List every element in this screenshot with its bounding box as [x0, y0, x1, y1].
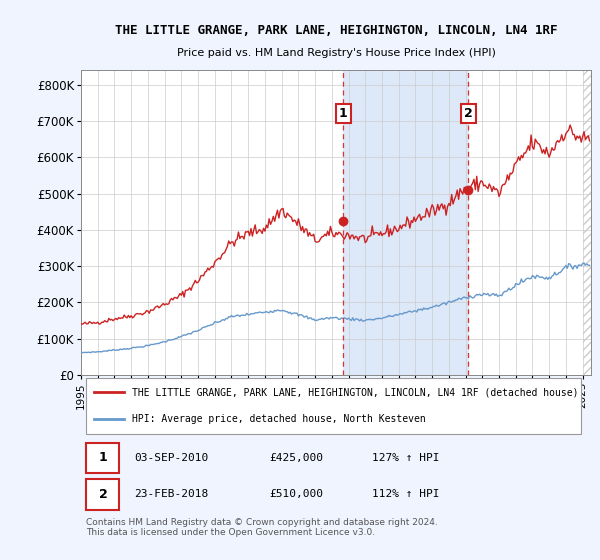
Text: THE LITTLE GRANGE, PARK LANE, HEIGHINGTON, LINCOLN, LN4 1RF (detached house): THE LITTLE GRANGE, PARK LANE, HEIGHINGTO…	[132, 387, 578, 397]
Text: 112% ↑ HPI: 112% ↑ HPI	[372, 489, 439, 500]
Text: 03-SEP-2010: 03-SEP-2010	[134, 452, 209, 463]
FancyBboxPatch shape	[86, 442, 119, 473]
Text: £510,000: £510,000	[270, 489, 324, 500]
Text: 1: 1	[338, 107, 347, 120]
Text: 127% ↑ HPI: 127% ↑ HPI	[372, 452, 439, 463]
Text: Contains HM Land Registry data © Crown copyright and database right 2024.
This d: Contains HM Land Registry data © Crown c…	[86, 517, 438, 537]
Text: £425,000: £425,000	[270, 452, 324, 463]
Text: HPI: Average price, detached house, North Kesteven: HPI: Average price, detached house, Nort…	[132, 414, 426, 424]
Text: 2: 2	[464, 107, 472, 120]
Text: THE LITTLE GRANGE, PARK LANE, HEIGHINGTON, LINCOLN, LN4 1RF: THE LITTLE GRANGE, PARK LANE, HEIGHINGTO…	[115, 24, 557, 38]
Text: Price paid vs. HM Land Registry's House Price Index (HPI): Price paid vs. HM Land Registry's House …	[176, 48, 496, 58]
FancyBboxPatch shape	[86, 479, 119, 510]
Text: 23-FEB-2018: 23-FEB-2018	[134, 489, 209, 500]
Bar	[343, 70, 468, 375]
Bar	[583, 70, 591, 375]
Text: 1: 1	[98, 451, 107, 464]
FancyBboxPatch shape	[86, 377, 581, 433]
Text: 2: 2	[98, 488, 107, 501]
